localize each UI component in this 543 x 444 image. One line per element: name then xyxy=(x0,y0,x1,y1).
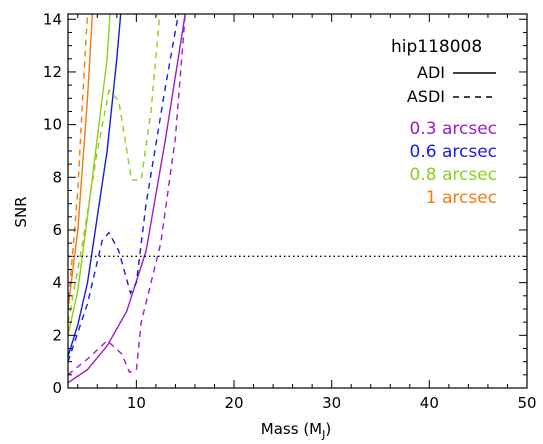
legend-adi-label: ADI xyxy=(417,63,445,82)
x-tick-label-20: 20 xyxy=(224,394,243,412)
y-tick-label-8: 8 xyxy=(52,168,62,186)
legend-sep-0.3: 0.3 arcsec xyxy=(410,119,498,139)
series-line-asdi-0.8arcsec xyxy=(68,14,161,323)
x-axis-label: Mass (MJ) xyxy=(261,420,331,441)
y-tick-label-10: 10 xyxy=(43,116,62,134)
y-tick-label-2: 2 xyxy=(52,326,62,344)
plot-frame xyxy=(67,13,528,389)
x-tick-label-40: 40 xyxy=(420,394,439,412)
y-axis-label: SNR xyxy=(12,196,30,227)
series-layer xyxy=(68,14,186,384)
series-line-asdi-0.6arcsec xyxy=(68,14,180,362)
series-line-asdi-1arcsec xyxy=(68,14,89,310)
y-tick-label-6: 6 xyxy=(52,221,62,239)
series-line-asdi-0.3arcsec xyxy=(68,14,186,376)
legend-sep-0.8: 0.8 arcsec xyxy=(410,165,498,185)
legend: hip118008 ADI ASDI 0.3 arcsec 0.6 arcsec… xyxy=(391,37,497,208)
legend-sep-1: 1 arcsec xyxy=(426,188,497,208)
y-tick-label-14: 14 xyxy=(43,10,62,28)
x-tick-label-30: 30 xyxy=(322,394,341,412)
legend-sep-0.6: 0.6 arcsec xyxy=(410,142,498,162)
ticks-layer: 10 20 30 40 50 0 2 4 6 8 10 12 14 xyxy=(43,10,537,412)
y-tick-label-0: 0 xyxy=(52,379,62,397)
legend-asdi-label: ASDI xyxy=(407,87,445,106)
y-tick-label-12: 12 xyxy=(43,63,62,81)
x-tick-label-50: 50 xyxy=(517,394,536,412)
y-tick-label-4: 4 xyxy=(52,274,62,292)
series-line-adi-1arcsec xyxy=(68,14,94,310)
series-line-adi-0.3arcsec xyxy=(68,14,186,384)
x-tick-label-10: 10 xyxy=(127,394,146,412)
legend-title: hip118008 xyxy=(391,37,482,57)
series-line-adi-0.6arcsec xyxy=(68,14,122,357)
